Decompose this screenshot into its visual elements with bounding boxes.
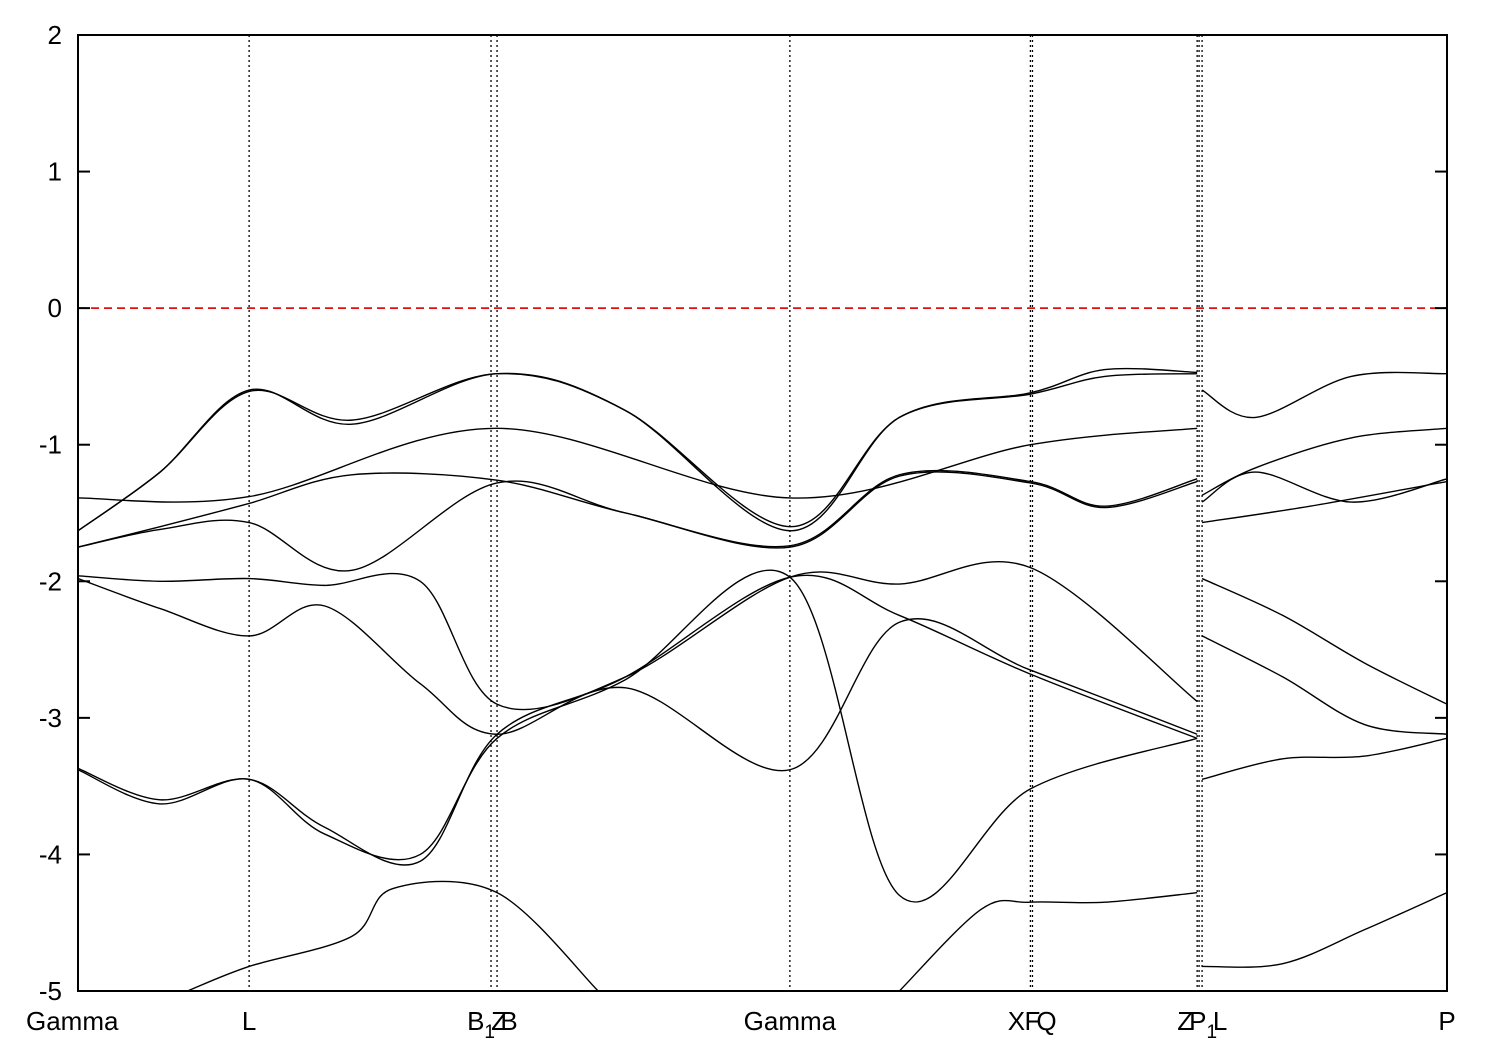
plot-frame: [77, 34, 1448, 992]
y-tick-label: 2: [48, 20, 62, 50]
band-line: [1201, 371, 1447, 419]
band-line: [1201, 737, 1447, 780]
y-tick-label: -2: [39, 566, 62, 596]
x-tick-subscript: 1: [484, 1022, 495, 1043]
x-tick-label: B: [500, 1006, 517, 1036]
x-tick-label: Gamma: [26, 1006, 119, 1036]
y-tick-label: -4: [39, 839, 62, 869]
band-line: [187, 880, 599, 991]
band-line: [1201, 635, 1447, 735]
x-tick-label: Z: [491, 1006, 507, 1036]
band-line: [898, 891, 1198, 991]
band-line: [1201, 480, 1447, 524]
y-tick-label: 1: [48, 157, 62, 187]
y-tick-label: -3: [39, 703, 62, 733]
band-line: [1201, 427, 1447, 496]
band-lines: [78, 367, 1447, 991]
x-tick-label: L: [1213, 1006, 1227, 1036]
band-line: [78, 577, 1198, 772]
y-axis: 2 1 0 -1 -2 -3 -4 -5: [39, 20, 1447, 1006]
x-tick-label: Gamma: [744, 1006, 837, 1036]
x-tick-label: Z: [1177, 1006, 1193, 1036]
y-tick-label: -1: [39, 430, 62, 460]
x-tick-label: Q: [1036, 1006, 1056, 1036]
band-line: [78, 372, 1198, 532]
x-tick-subscript: 1: [1206, 1022, 1217, 1043]
x-tick-label: F: [1025, 1006, 1041, 1036]
y-tick-label: 0: [48, 293, 62, 323]
x-tick-label: L: [242, 1006, 256, 1036]
x-tick-label: X: [1008, 1006, 1025, 1036]
x-tick-label: P: [1438, 1006, 1455, 1036]
band-line: [78, 471, 1198, 572]
y-tick-label: -5: [39, 976, 62, 1006]
band-line: [78, 427, 1198, 503]
band-line: [1202, 892, 1447, 968]
high-symmetry-lines: [248, 35, 1203, 991]
band-line: [78, 469, 1198, 548]
band-line: [78, 569, 1198, 903]
band-line: [1201, 577, 1447, 705]
band-line: [1201, 471, 1447, 503]
band-line: [78, 574, 1198, 866]
